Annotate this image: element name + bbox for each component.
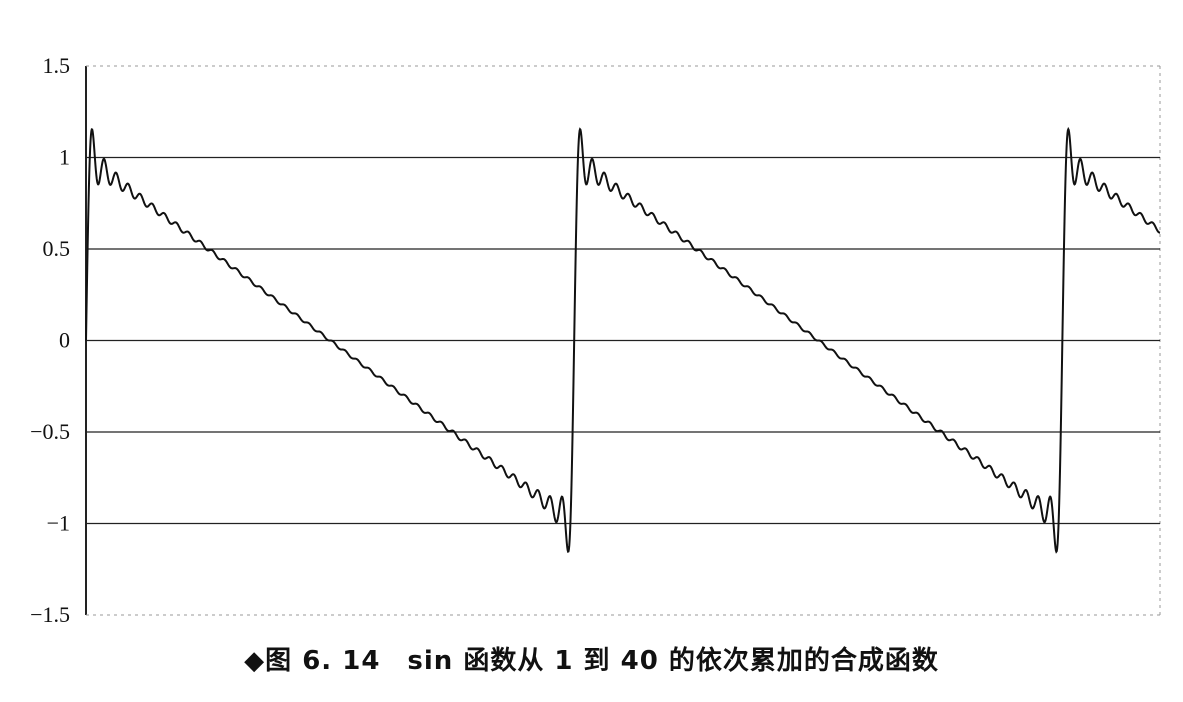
y-axis-tick-labels: 1.5 1 0.5 0 −0.5 −1 −1.5 [30, 53, 70, 627]
gridlines [86, 156, 1160, 525]
y-tick-label: 0 [59, 328, 70, 353]
y-tick-label: −1.5 [30, 602, 70, 627]
y-tick-label: −1 [47, 511, 70, 536]
figure-caption: ◆图 6. 14 sin 函数从 1 到 40 的依次累加的合成函数 [244, 646, 939, 676]
y-tick-label: −0.5 [30, 419, 70, 444]
y-tick-label: 1.5 [43, 53, 71, 78]
series-line [85, 126, 1161, 554]
y-tick-label: 1 [59, 145, 70, 170]
y-tick-label: 0.5 [43, 236, 71, 261]
